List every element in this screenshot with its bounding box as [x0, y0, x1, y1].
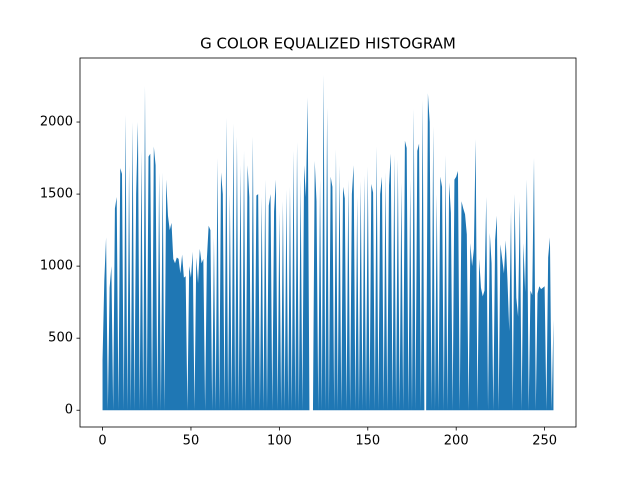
plot-frame	[79, 57, 577, 428]
y-tick-label: 0	[65, 403, 73, 418]
area	[102, 74, 554, 411]
x-tick-label: 250	[532, 434, 557, 449]
y-tick-label: 2000	[40, 115, 73, 130]
x-tick-label: 200	[444, 434, 469, 449]
x-tick-label: 100	[267, 434, 292, 449]
x-tick-label: 50	[183, 434, 200, 449]
y-tick-label: 1000	[40, 259, 73, 274]
y-tick-label: 500	[48, 331, 73, 346]
chart-title: G COLOR EQUALIZED HISTOGRAM	[200, 35, 456, 53]
y-tick-label: 1500	[40, 187, 73, 202]
x-tick-label: 0	[98, 434, 106, 449]
x-tick-label: 150	[355, 434, 380, 449]
